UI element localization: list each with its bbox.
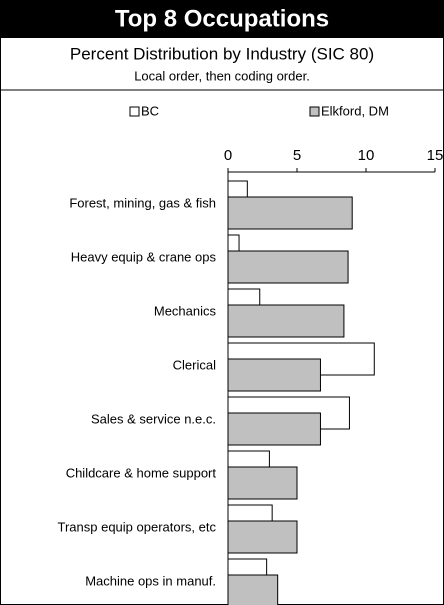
bar: [227, 466, 298, 500]
legend-label: Elkford, DM: [321, 103, 389, 118]
y-tick-label: Heavy equip & crane ops: [71, 249, 217, 264]
x-tick-label: 15: [427, 147, 444, 164]
y-tick-label: Mechanics: [154, 303, 217, 318]
bar: [227, 250, 349, 284]
bar: [227, 412, 321, 446]
title-bar: [0, 0, 444, 38]
y-tick-label: Forest, mining, gas & fish: [69, 195, 216, 210]
bar: [227, 520, 298, 554]
x-tick-label: 10: [358, 147, 375, 164]
legend-swatch: [129, 106, 140, 117]
bar: [227, 304, 345, 338]
chart-title: Top 8 Occupations: [115, 5, 329, 32]
y-tick-label: Transp equip operators, etc: [58, 519, 217, 534]
bar: [227, 358, 321, 392]
chart-note: Local order, then coding order.: [134, 68, 310, 83]
y-tick-label: Machine ops in manuf.: [85, 573, 216, 588]
x-tick-label: 0: [224, 147, 232, 164]
legend-label: BC: [141, 103, 159, 118]
y-tick-label: Childcare & home support: [66, 465, 217, 480]
y-tick-label: Clerical: [173, 357, 216, 372]
bar: [227, 574, 279, 605]
chart-subtitle: Percent Distribution by Industry (SIC 80…: [70, 44, 374, 63]
legend-swatch: [309, 106, 320, 117]
x-tick-label: 5: [293, 147, 301, 164]
bar: [227, 196, 353, 230]
y-tick-label: Sales & service n.e.c.: [91, 411, 216, 426]
